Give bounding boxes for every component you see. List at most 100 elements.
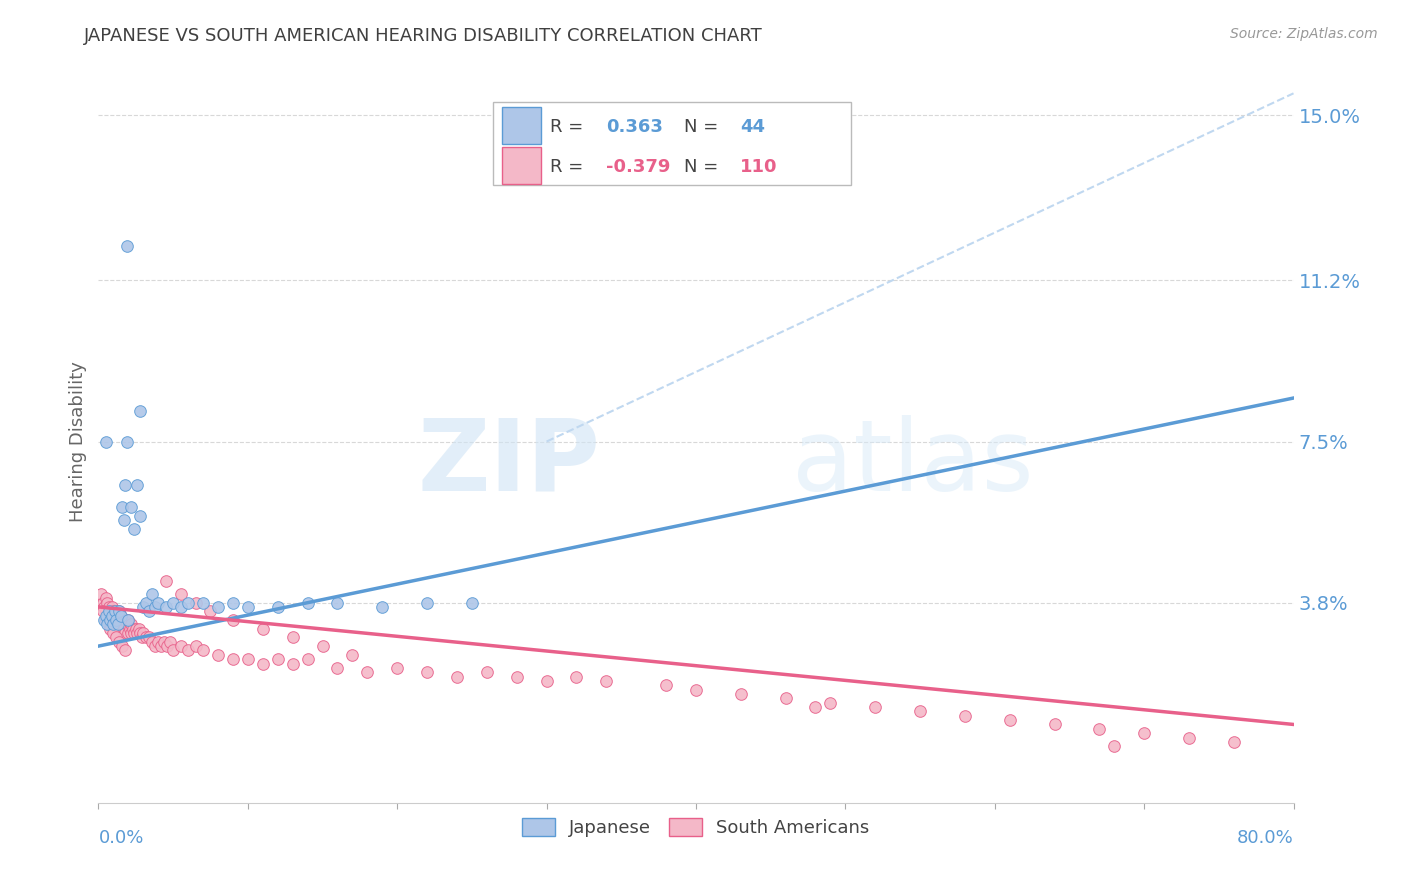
Point xyxy=(93,613,115,627)
Point xyxy=(1088,722,1111,736)
Point xyxy=(200,604,222,618)
Point xyxy=(143,639,166,653)
Point xyxy=(114,626,136,640)
Point xyxy=(655,678,678,692)
Point xyxy=(98,604,122,618)
Point xyxy=(124,626,146,640)
Point xyxy=(953,708,976,723)
Point xyxy=(111,613,134,627)
Point xyxy=(132,626,155,640)
FancyBboxPatch shape xyxy=(502,146,541,184)
Point xyxy=(184,639,207,653)
Point xyxy=(111,639,134,653)
Text: 0.363: 0.363 xyxy=(606,118,664,136)
Point xyxy=(207,648,229,662)
Point xyxy=(191,643,214,657)
Point xyxy=(107,608,129,623)
Point xyxy=(105,604,128,618)
Point xyxy=(112,622,135,636)
Point xyxy=(252,657,274,671)
Point xyxy=(103,617,125,632)
Point xyxy=(342,648,364,662)
Point xyxy=(103,626,125,640)
Point xyxy=(155,599,177,614)
Point xyxy=(98,613,122,627)
Text: 80.0%: 80.0% xyxy=(1237,829,1294,847)
Point xyxy=(222,613,245,627)
Point xyxy=(865,700,887,714)
Point xyxy=(565,669,588,683)
Point xyxy=(127,626,149,640)
Point xyxy=(820,696,842,710)
Point xyxy=(108,604,131,618)
Point xyxy=(108,617,131,632)
Point xyxy=(162,596,184,610)
Text: -0.379: -0.379 xyxy=(606,158,671,176)
Point xyxy=(117,626,139,640)
Point xyxy=(775,691,797,706)
Point xyxy=(101,599,124,614)
Point xyxy=(104,604,127,618)
Point xyxy=(138,631,160,645)
Point xyxy=(129,626,152,640)
Point xyxy=(97,617,120,632)
Point xyxy=(267,599,290,614)
Point xyxy=(131,631,153,645)
Point xyxy=(118,622,141,636)
Point xyxy=(326,596,349,610)
Point xyxy=(129,508,152,523)
Point xyxy=(536,673,558,688)
Point xyxy=(159,634,181,648)
Point xyxy=(236,599,259,614)
Point xyxy=(416,665,439,680)
Point xyxy=(141,634,163,648)
Point xyxy=(115,617,138,632)
Point xyxy=(222,596,245,610)
Point xyxy=(91,604,114,618)
Point xyxy=(169,587,191,601)
Text: JAPANESE VS SOUTH AMERICAN HEARING DISABILITY CORRELATION CHART: JAPANESE VS SOUTH AMERICAN HEARING DISAB… xyxy=(84,27,763,45)
Point xyxy=(371,599,394,614)
Point xyxy=(311,639,333,653)
Point xyxy=(148,634,170,648)
Y-axis label: Hearing Disability: Hearing Disability xyxy=(69,361,87,522)
Point xyxy=(115,238,138,252)
FancyBboxPatch shape xyxy=(502,107,541,145)
Point xyxy=(120,617,142,632)
Point xyxy=(120,626,142,640)
Point xyxy=(124,522,146,536)
Point xyxy=(96,617,118,632)
Point xyxy=(94,604,117,618)
Point xyxy=(94,434,117,449)
Point xyxy=(91,596,114,610)
Point xyxy=(98,617,122,632)
Point xyxy=(685,682,707,697)
Point xyxy=(114,478,136,492)
Point xyxy=(998,713,1021,727)
Point xyxy=(120,500,142,514)
Point xyxy=(148,596,170,610)
Point xyxy=(141,587,163,601)
Point xyxy=(117,613,139,627)
Point xyxy=(506,669,529,683)
Point xyxy=(104,622,127,636)
Point xyxy=(127,478,149,492)
Point xyxy=(111,500,134,514)
Point xyxy=(1043,717,1066,731)
Point xyxy=(104,608,127,623)
Point xyxy=(107,617,129,632)
Text: Source: ZipAtlas.com: Source: ZipAtlas.com xyxy=(1230,27,1378,41)
Point xyxy=(191,596,214,610)
Point xyxy=(908,705,931,719)
Point xyxy=(804,700,827,714)
Point xyxy=(135,631,157,645)
Point xyxy=(267,652,290,666)
Point xyxy=(222,652,245,666)
Point xyxy=(156,639,179,653)
Text: 110: 110 xyxy=(740,158,778,176)
Point xyxy=(94,591,117,606)
Text: R =: R = xyxy=(550,158,589,176)
Point xyxy=(90,587,112,601)
Point xyxy=(135,596,157,610)
FancyBboxPatch shape xyxy=(494,102,852,185)
